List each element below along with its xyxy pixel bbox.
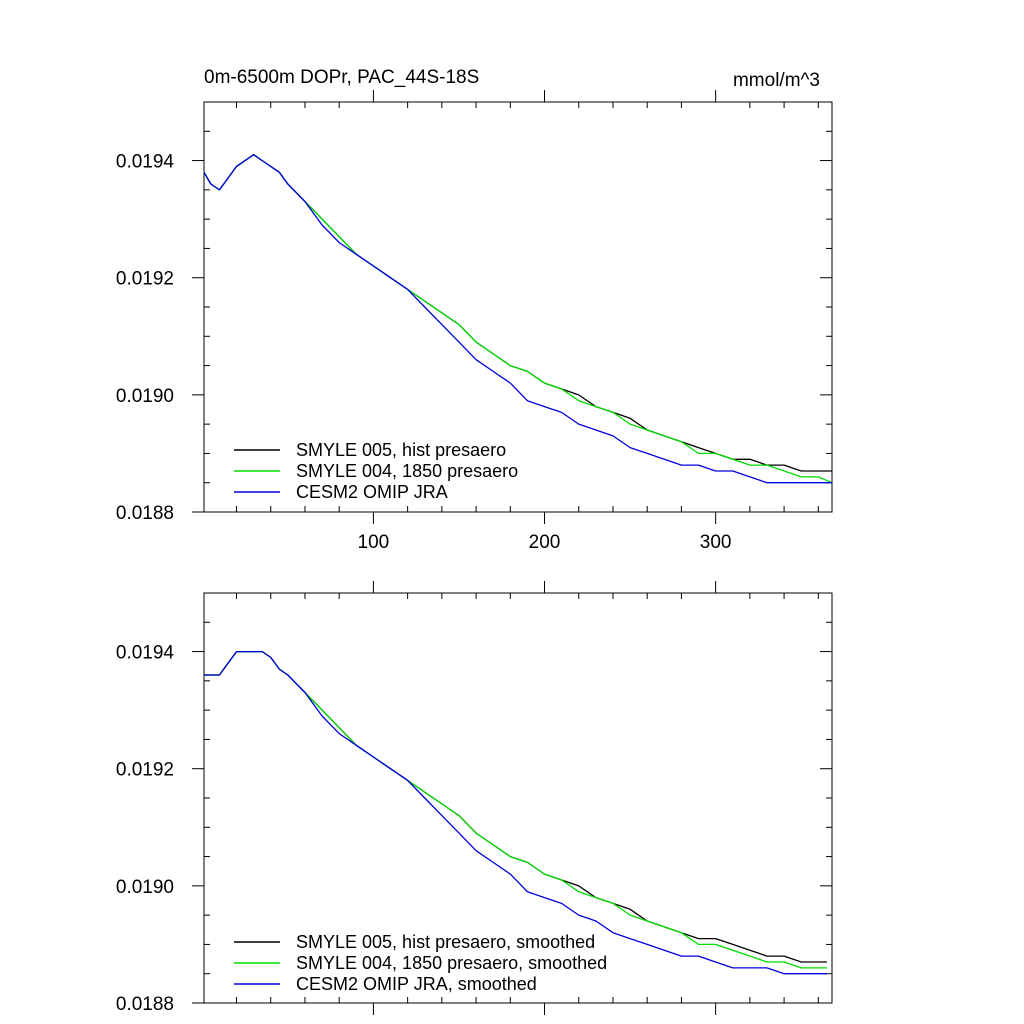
y-tick-label: 0.0188 [116, 994, 174, 1015]
legend-label: CESM2 OMIP JRA, smoothed [296, 974, 537, 994]
series-line [204, 650, 827, 975]
y-tick-label: 0.0190 [116, 386, 174, 407]
x-tick-label: 100 [358, 532, 390, 553]
y-tick-label: 0.0190 [116, 877, 174, 898]
legend-label: SMYLE 004, 1850 presaero [296, 461, 518, 481]
series-line [203, 154, 832, 472]
top-panel: 0m-6500m DOPr, PAC_44S-18S mmol/m^3 100 2… [116, 67, 833, 553]
series-line [204, 650, 827, 969]
legend-label: SMYLE 005, hist presaero [296, 440, 506, 460]
chart-title-left: 0m-6500m DOPr, PAC_44S-18S [204, 67, 479, 88]
legend-label: SMYLE 005, hist presaero, smoothed [296, 932, 595, 952]
series-line [203, 154, 832, 484]
y-tick-label: 0.0194 [116, 152, 175, 173]
series-line [204, 650, 827, 963]
chart-units-label: mmol/m^3 [733, 70, 820, 91]
bottom-panel: 0.0188 0.0190 0.0192 0.0194 SMYLE 005, hist … [116, 581, 833, 1015]
legend-label: SMYLE 004, 1850 presaero, smoothed [296, 953, 607, 973]
y-tick-label: 0.0188 [116, 503, 174, 524]
y-tick-label: 0.0194 [116, 643, 175, 664]
y-tick-label: 0.0192 [116, 269, 174, 290]
x-tick-label: 300 [700, 532, 732, 553]
y-tick-label: 0.0192 [116, 760, 174, 781]
x-tick-label: 200 [529, 532, 561, 553]
legend-label: CESM2 OMIP JRA [296, 482, 448, 502]
series-line [203, 154, 833, 484]
